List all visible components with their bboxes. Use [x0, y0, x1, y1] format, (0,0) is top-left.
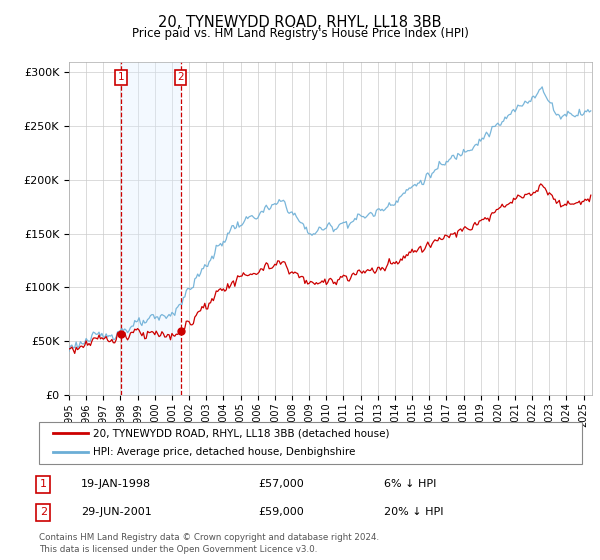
- Text: 6% ↓ HPI: 6% ↓ HPI: [384, 479, 436, 489]
- Text: £59,000: £59,000: [258, 507, 304, 517]
- Text: Price paid vs. HM Land Registry's House Price Index (HPI): Price paid vs. HM Land Registry's House …: [131, 27, 469, 40]
- Text: 20, TYNEWYDD ROAD, RHYL, LL18 3BB (detached house): 20, TYNEWYDD ROAD, RHYL, LL18 3BB (detac…: [94, 428, 390, 438]
- Text: 1: 1: [40, 479, 47, 489]
- Text: 2: 2: [177, 72, 184, 82]
- Text: 20% ↓ HPI: 20% ↓ HPI: [384, 507, 443, 517]
- Text: 19-JAN-1998: 19-JAN-1998: [81, 479, 151, 489]
- Text: 29-JUN-2001: 29-JUN-2001: [81, 507, 152, 517]
- Text: 1: 1: [118, 72, 125, 82]
- Text: 2: 2: [40, 507, 47, 517]
- Bar: [121, 62, 181, 395]
- Text: £57,000: £57,000: [258, 479, 304, 489]
- Text: Contains HM Land Registry data © Crown copyright and database right 2024.
This d: Contains HM Land Registry data © Crown c…: [39, 533, 379, 554]
- Text: 20, TYNEWYDD ROAD, RHYL, LL18 3BB: 20, TYNEWYDD ROAD, RHYL, LL18 3BB: [158, 15, 442, 30]
- Text: HPI: Average price, detached house, Denbighshire: HPI: Average price, detached house, Denb…: [94, 447, 356, 458]
- FancyBboxPatch shape: [39, 422, 582, 464]
